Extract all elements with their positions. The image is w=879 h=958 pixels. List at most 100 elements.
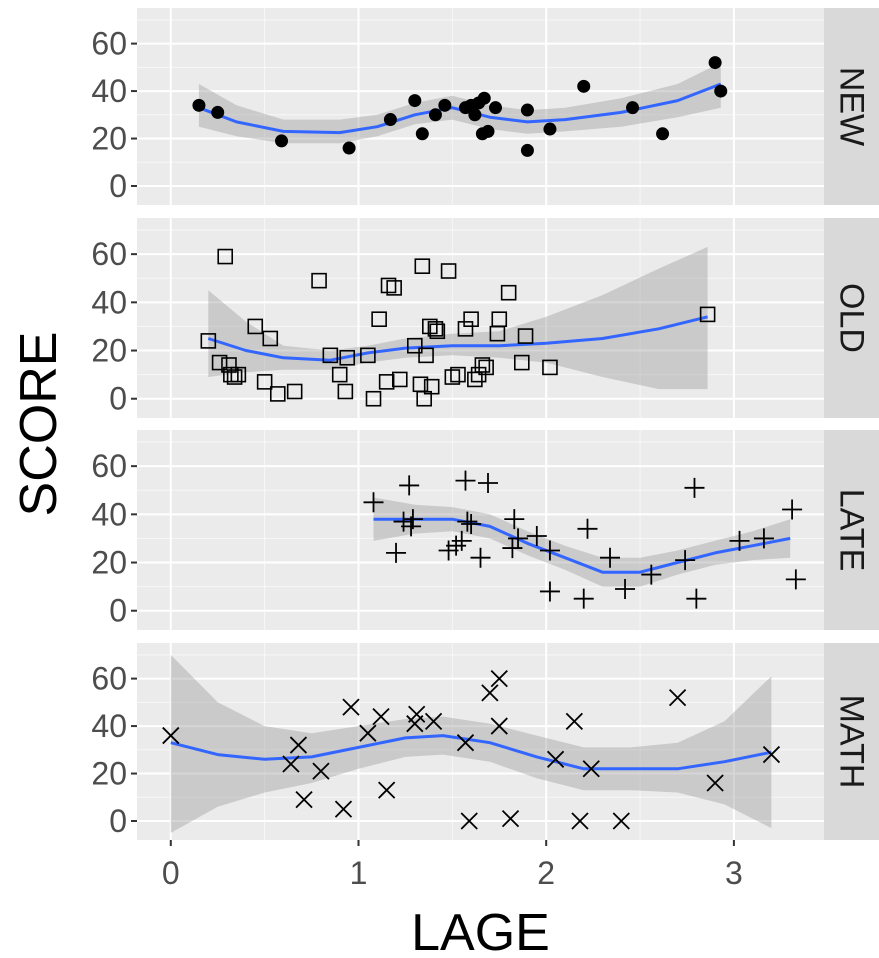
data-point-late — [600, 547, 621, 568]
data-point-new — [543, 122, 557, 136]
data-point-late — [573, 588, 594, 609]
data-point-math — [490, 669, 508, 688]
data-point-math — [571, 812, 589, 830]
x-tick-label: 2 — [537, 855, 555, 891]
data-point-math — [460, 812, 478, 830]
data-point-old — [380, 277, 397, 294]
y-tick-label: 40 — [91, 708, 127, 744]
smooth-line-old — [207, 315, 708, 362]
data-point-old — [407, 337, 423, 354]
data-point-math — [342, 698, 360, 716]
data-point-math — [295, 791, 313, 809]
data-point-old — [230, 366, 247, 383]
data-point-late — [457, 511, 478, 532]
data-point-new — [383, 113, 397, 127]
data-point-late — [386, 542, 407, 563]
data-point-old — [286, 383, 303, 400]
data-point-new — [489, 101, 503, 115]
data-point-old — [542, 359, 558, 376]
data-point-new — [656, 127, 670, 141]
x-tick-label: 0 — [162, 855, 180, 891]
y-tick-label: 60 — [91, 661, 127, 697]
y-tick-label: 0 — [109, 803, 127, 839]
data-point-old — [378, 374, 395, 390]
data-point-new — [192, 98, 206, 112]
data-point-old — [457, 321, 474, 337]
strip-background-math — [824, 643, 879, 840]
data-point-new — [428, 108, 442, 122]
data-point-math — [456, 734, 475, 752]
data-point-late — [455, 470, 476, 491]
y-tick-label: 40 — [91, 73, 127, 109]
data-point-new — [714, 84, 728, 98]
data-point-late — [478, 473, 499, 494]
data-point-late — [729, 530, 750, 551]
data-point-math — [481, 684, 499, 702]
data-point-late — [461, 513, 482, 534]
data-point-old — [391, 371, 408, 388]
data-point-late — [577, 518, 598, 539]
data-point-old — [331, 366, 348, 383]
data-point-math — [565, 712, 583, 730]
data-point-late — [446, 535, 467, 556]
y-tick-label: 60 — [91, 26, 127, 62]
data-point-late — [785, 569, 806, 590]
data-point-new — [477, 91, 491, 105]
data-point-late — [526, 526, 547, 547]
data-point-math — [668, 688, 687, 707]
data-point-old — [500, 284, 517, 301]
data-point-late — [508, 528, 529, 549]
data-point-old — [217, 248, 234, 265]
data-point-old — [360, 347, 376, 364]
data-point-late — [675, 550, 696, 571]
data-point-new — [468, 108, 482, 122]
confidence-ribbon-math — [170, 654, 772, 833]
data-point-old — [339, 349, 356, 366]
confidence-ribbon-late — [373, 497, 791, 587]
y-tick-label: 40 — [91, 496, 127, 532]
data-point-old — [386, 280, 402, 296]
y-tick-label: 20 — [91, 545, 127, 581]
data-point-new — [408, 94, 422, 108]
y-tick-label: 60 — [91, 236, 127, 272]
data-point-new — [708, 56, 722, 70]
y-tick-label: 20 — [91, 756, 127, 792]
data-point-new — [520, 143, 534, 157]
data-point-new — [520, 103, 534, 117]
data-point-late — [753, 528, 774, 549]
strip-background-late — [824, 430, 879, 630]
data-point-late — [686, 588, 707, 609]
data-point-late — [502, 538, 523, 559]
data-point-new — [438, 98, 452, 112]
data-point-late — [451, 530, 472, 551]
y-tick-label: 20 — [91, 121, 127, 157]
y-axis-title: SCORE — [10, 332, 68, 517]
data-point-math — [706, 774, 724, 792]
data-point-old — [365, 390, 382, 407]
data-point-old — [211, 354, 228, 371]
data-point-old — [221, 357, 237, 373]
data-point-old — [226, 369, 243, 385]
data-point-new — [577, 79, 591, 93]
confidence-ribbon-old — [208, 246, 708, 390]
data-point-math — [501, 810, 520, 828]
data-point-math — [162, 726, 180, 745]
data-point-late — [782, 499, 803, 520]
strip-label-new: NEW — [833, 67, 871, 146]
data-point-old — [517, 328, 534, 344]
strip-label-late: LATE — [833, 489, 871, 572]
data-point-old — [311, 272, 327, 289]
data-point-late — [684, 477, 705, 498]
data-point-new — [626, 101, 640, 115]
data-point-late — [504, 509, 525, 530]
data-point-math — [582, 760, 600, 778]
panel-background — [137, 430, 824, 630]
data-point-old — [414, 258, 431, 274]
data-point-old — [200, 333, 217, 349]
data-point-math — [359, 724, 377, 742]
data-point-late — [641, 564, 662, 585]
data-point-old — [491, 311, 508, 328]
data-point-math — [312, 762, 330, 780]
data-point-old — [423, 378, 440, 395]
